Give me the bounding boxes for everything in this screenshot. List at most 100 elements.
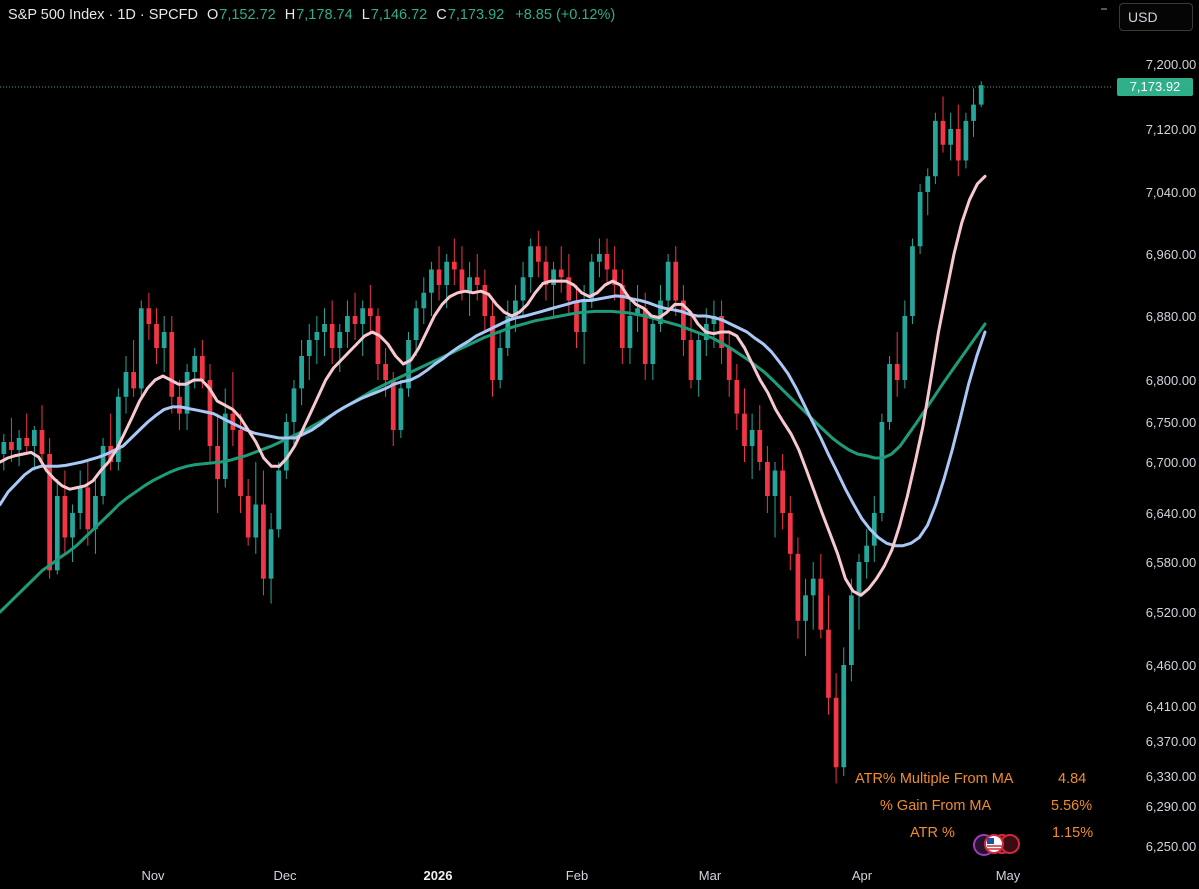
candle — [887, 356, 892, 430]
candle — [558, 246, 564, 293]
candle — [276, 462, 282, 538]
candle-body — [612, 269, 618, 285]
candle-body — [963, 120, 969, 161]
candle — [93, 479, 98, 554]
candle — [757, 405, 763, 471]
open-value: 7,152.72 — [219, 7, 276, 23]
candle — [795, 537, 801, 639]
candle — [963, 112, 969, 169]
candle — [925, 168, 931, 216]
x-axis[interactable]: Nov Dec 2026 Feb Mar Apr May — [141, 868, 1020, 883]
candle-body — [742, 413, 747, 446]
candle — [329, 300, 335, 364]
high-value: 7,178.74 — [296, 7, 353, 23]
moving-averages-group — [0, 174, 987, 614]
symbol-title[interactable]: S&P 500 Index · 1D · SPCFD — [8, 7, 198, 23]
candle-body — [47, 454, 52, 571]
currency-button[interactable]: USD — [1119, 3, 1193, 31]
candle — [436, 246, 442, 301]
candle — [367, 285, 373, 332]
candle — [299, 340, 304, 406]
candle-body — [887, 364, 892, 422]
candle-body — [574, 300, 579, 332]
candle — [360, 300, 366, 356]
candle-body — [711, 316, 717, 324]
candle-body — [299, 356, 304, 389]
candle — [665, 254, 671, 309]
candle — [16, 430, 22, 467]
candle — [398, 380, 404, 438]
candle-body — [818, 578, 824, 630]
candle-body — [894, 364, 900, 380]
y-tick-label: 6,880.00 — [1146, 309, 1197, 324]
candle-body — [871, 513, 877, 546]
candle — [177, 380, 182, 430]
high-key: H — [284, 7, 296, 23]
candle-body — [482, 285, 488, 316]
candle — [803, 578, 808, 657]
candle-body — [558, 269, 564, 278]
candle-body — [360, 308, 366, 324]
candle — [696, 332, 702, 397]
y-tick-label: 6,290.00 — [1146, 799, 1197, 814]
candle — [322, 308, 327, 356]
candle — [47, 438, 52, 579]
candle-body — [604, 254, 610, 270]
candle-body — [70, 513, 75, 538]
candle — [314, 316, 320, 364]
candle — [681, 285, 686, 356]
candle-body — [222, 413, 228, 479]
candle-body — [780, 470, 786, 513]
candle — [627, 300, 633, 364]
candle — [482, 269, 488, 332]
candle — [253, 462, 259, 554]
candle — [940, 96, 946, 153]
candle — [337, 324, 343, 372]
candle-body — [933, 120, 938, 177]
candle-body — [619, 285, 625, 348]
candle — [283, 413, 289, 479]
y-tick-label: 6,800.00 — [1146, 373, 1197, 388]
candle — [268, 513, 274, 604]
low-value: 7,146.72 — [370, 7, 428, 23]
candle-body — [795, 553, 801, 621]
candle — [978, 81, 984, 108]
candle-body — [261, 504, 266, 579]
x-tick-label: Dec — [273, 868, 297, 883]
scale-handle-icon[interactable] — [1101, 8, 1107, 10]
last-price-label: 7,173.92 — [1117, 78, 1193, 96]
candle-body — [276, 470, 282, 530]
candle-body — [138, 308, 144, 389]
candle-body — [54, 496, 60, 571]
candle — [604, 238, 610, 285]
candle-body — [474, 277, 480, 285]
candle — [910, 238, 915, 324]
candle-body — [803, 595, 808, 621]
candle — [238, 413, 243, 513]
candle-body — [146, 308, 152, 324]
candle — [70, 504, 75, 562]
candle — [161, 316, 167, 372]
candle-body — [520, 277, 526, 301]
symbol-header: S&P 500 Index · 1D · SPCFD O7,152.72 H7,… — [8, 7, 616, 23]
info-label-gain: % Gain From MA — [880, 798, 992, 814]
candle — [146, 292, 152, 340]
candle — [581, 285, 587, 364]
candle-body — [757, 430, 763, 462]
close-value: 7,173.92 — [447, 7, 505, 23]
x-tick-label: 2026 — [424, 868, 453, 883]
candle — [1, 434, 7, 471]
candle-body — [115, 396, 121, 462]
ma-mid-line — [0, 294, 987, 548]
close-key: C — [436, 7, 447, 23]
candle — [31, 426, 37, 471]
y-axis[interactable]: 7,200.00 7,120.00 7,040.00 6,960.00 6,880.00… — [1146, 57, 1197, 854]
candle — [513, 285, 518, 332]
candle-body — [589, 261, 595, 301]
candle-body — [100, 446, 106, 496]
candle — [131, 340, 136, 397]
event-flags-icon[interactable] — [970, 832, 1022, 858]
candle-body — [108, 446, 114, 462]
candle-body — [955, 129, 961, 161]
